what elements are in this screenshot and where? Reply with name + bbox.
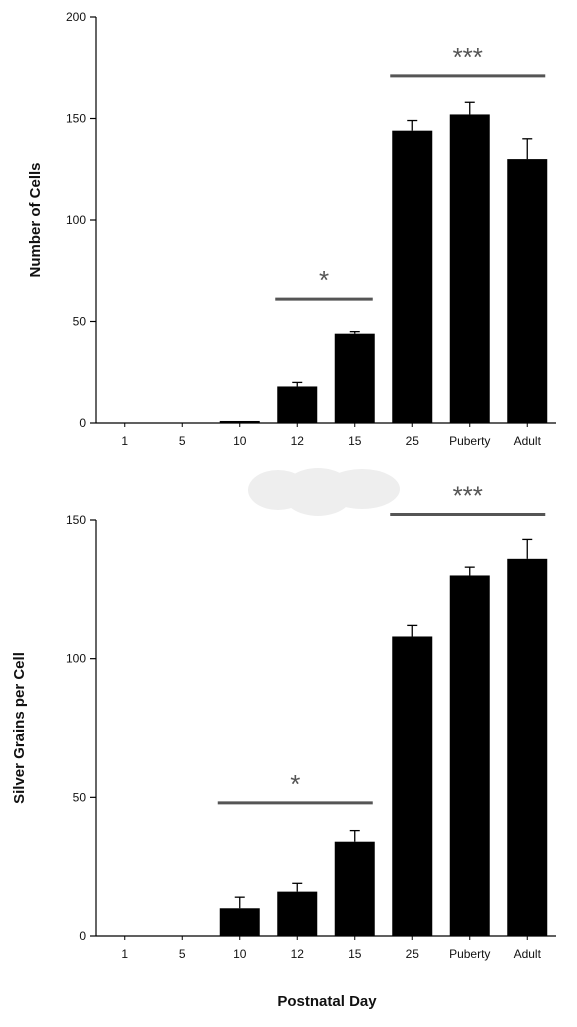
bar-adult [507,558,548,936]
significance-label: *** [453,42,483,72]
bar-12 [277,386,318,423]
bar-25 [392,636,433,936]
significance-label: * [319,265,329,295]
x-tick-label: 5 [179,947,186,961]
bar-puberty [449,575,490,936]
bar-10 [219,908,260,936]
x-tick-label: 15 [348,947,362,961]
x-tick-label: 25 [406,947,420,961]
y-axis-title: Number of Cells [27,162,44,277]
x-tick-label: 12 [291,434,305,448]
significance-label: * [290,769,300,799]
background-smudge [248,468,400,516]
x-tick-label: Puberty [449,434,490,448]
bar-12 [277,891,318,936]
x-tick-label: 1 [121,434,128,448]
bar-15 [334,333,375,423]
x-tick-label: 12 [291,947,305,961]
bar-10 [219,420,260,423]
y-tick-label: 50 [73,790,87,804]
y-tick-label: 50 [73,315,87,329]
x-tick-label: 10 [233,947,247,961]
x-tick-label: 25 [406,434,420,448]
bar-25 [392,130,433,423]
y-tick-label: 0 [79,929,86,943]
x-tick-label: Puberty [449,947,490,961]
x-tick-label: 15 [348,434,362,448]
bar-15 [334,841,375,936]
y-tick-label: 100 [66,652,86,666]
y-tick-label: 100 [66,213,86,227]
x-axis-title: Postnatal Day [277,993,377,1010]
x-tick-label: 10 [233,434,247,448]
x-tick-label: Adult [514,947,542,961]
y-tick-label: 150 [66,112,86,126]
significance-label: *** [453,480,483,510]
y-tick-label: 0 [79,416,86,430]
y-tick-label: 200 [66,10,86,24]
x-tick-label: 1 [121,947,128,961]
bar-puberty [449,114,490,423]
x-tick-label: 5 [179,434,186,448]
y-axis-title: Silver Grains per Cell [11,652,28,804]
bar-adult [507,159,548,423]
y-tick-label: 150 [66,513,86,527]
x-tick-label: Adult [514,434,542,448]
